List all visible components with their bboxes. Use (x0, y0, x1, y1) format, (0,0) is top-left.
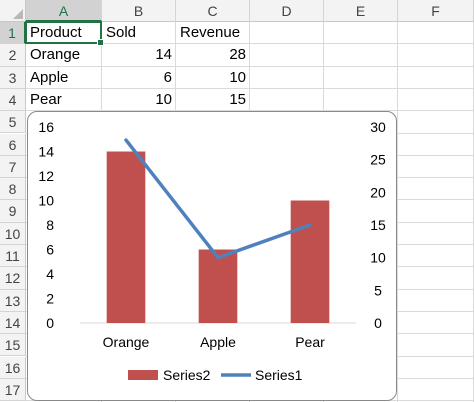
row-header-8[interactable]: 8 (0, 178, 26, 201)
left-axis-tick-label: 0 (46, 315, 54, 331)
right-axis-tick-label: 30 (370, 119, 386, 135)
left-axis-tick-label: 16 (38, 119, 54, 135)
row-gridline (26, 65, 474, 67)
row-header-1[interactable]: 1 (0, 22, 26, 45)
cell-a2[interactable]: Orange (30, 46, 81, 64)
row-header-16[interactable]: 16 (0, 356, 26, 379)
column-header-f[interactable]: F (398, 0, 474, 22)
chart-canvas: 0 2 4 6 8 10 12 14 16 0 5 10 15 20 25 30 Orange Apple Pear… (38, 119, 386, 383)
column-header-d[interactable]: D (250, 0, 324, 22)
series1-line (124, 138, 312, 260)
right-axis-tick-label: 25 (370, 152, 386, 168)
left-axis-tick-label: 14 (38, 144, 54, 160)
right-axis-tick-label: 0 (374, 315, 382, 331)
column-header-a[interactable]: A (26, 0, 102, 22)
cell-c4[interactable]: 15 (229, 90, 246, 108)
cell-b4[interactable]: 10 (155, 90, 172, 108)
row-header-13[interactable]: 13 (0, 289, 26, 312)
category-label-pear: Pear (295, 334, 325, 350)
cell-b1[interactable]: Sold (106, 24, 137, 41)
column-gridline (397, 22, 398, 402)
left-axis-tick-label: 6 (46, 242, 54, 258)
left-axis-tick-label: 8 (46, 217, 54, 233)
row-header-12[interactable]: 12 (0, 267, 26, 290)
right-axis-tick-label: 20 (370, 184, 386, 200)
select-all-button[interactable] (0, 0, 26, 22)
row-header-9[interactable]: 9 (0, 200, 26, 223)
row-header-7[interactable]: 7 (0, 155, 26, 179)
row-header-3[interactable]: 3 (0, 66, 26, 89)
row-gridline (26, 87, 474, 89)
row-header-10[interactable]: 10 (0, 222, 26, 245)
bar-pear (290, 200, 330, 323)
left-axis-tick-label: 4 (46, 266, 54, 282)
cell-c3[interactable]: 10 (229, 68, 246, 86)
row-header-14[interactable]: 14 (0, 311, 26, 335)
legend-series1-label: Series1 (255, 367, 303, 383)
category-label-orange: Orange (103, 334, 150, 350)
left-axis-tick-label: 10 (38, 193, 54, 209)
row-header-5[interactable]: 5 (0, 111, 26, 134)
legend-series2-swatch (128, 370, 158, 380)
bar-orange (106, 151, 146, 323)
cell-a4[interactable]: Pear (30, 90, 62, 108)
left-axis-tick-label: 12 (38, 168, 54, 184)
row-header-4[interactable]: 4 (0, 88, 26, 112)
row-header-15[interactable]: 15 (0, 334, 26, 357)
select-all-triangle-icon (13, 9, 23, 19)
legend-series2-label: Series2 (163, 367, 211, 383)
column-header-c[interactable]: C (176, 0, 250, 22)
right-axis-tick-label: 10 (370, 250, 386, 266)
cell-c1[interactable]: Revenue (180, 24, 241, 41)
column-header-e[interactable]: E (324, 0, 398, 22)
right-axis-tick-label: 15 (370, 217, 386, 233)
cell-c2[interactable]: 28 (229, 46, 246, 64)
combo-chart[interactable]: 0 2 4 6 8 10 12 14 16 0 5 10 15 20 25 30 Orange Apple Pear… (27, 111, 397, 401)
cell-b3[interactable]: 6 (163, 68, 172, 86)
cell-a3[interactable]: Apple (30, 68, 69, 86)
category-label-apple: Apple (200, 334, 236, 350)
row-gridline (26, 43, 474, 45)
row-gridline (26, 110, 474, 112)
cell-a1[interactable]: Product (30, 24, 82, 41)
left-axis-tick-label: 2 (46, 291, 54, 307)
row-header-6[interactable]: 6 (0, 133, 26, 156)
column-header-b[interactable]: B (102, 0, 176, 22)
active-cell-selection[interactable] (25, 21, 104, 47)
fill-handle[interactable] (97, 39, 104, 47)
cell-b2[interactable]: 14 (155, 46, 172, 64)
bar-apple (198, 249, 238, 323)
row-header-2[interactable]: 2 (0, 44, 26, 67)
row-header-11[interactable]: 11 (0, 245, 26, 268)
right-axis-tick-label: 5 (374, 282, 382, 298)
row-header-17[interactable]: 17 (0, 378, 26, 402)
